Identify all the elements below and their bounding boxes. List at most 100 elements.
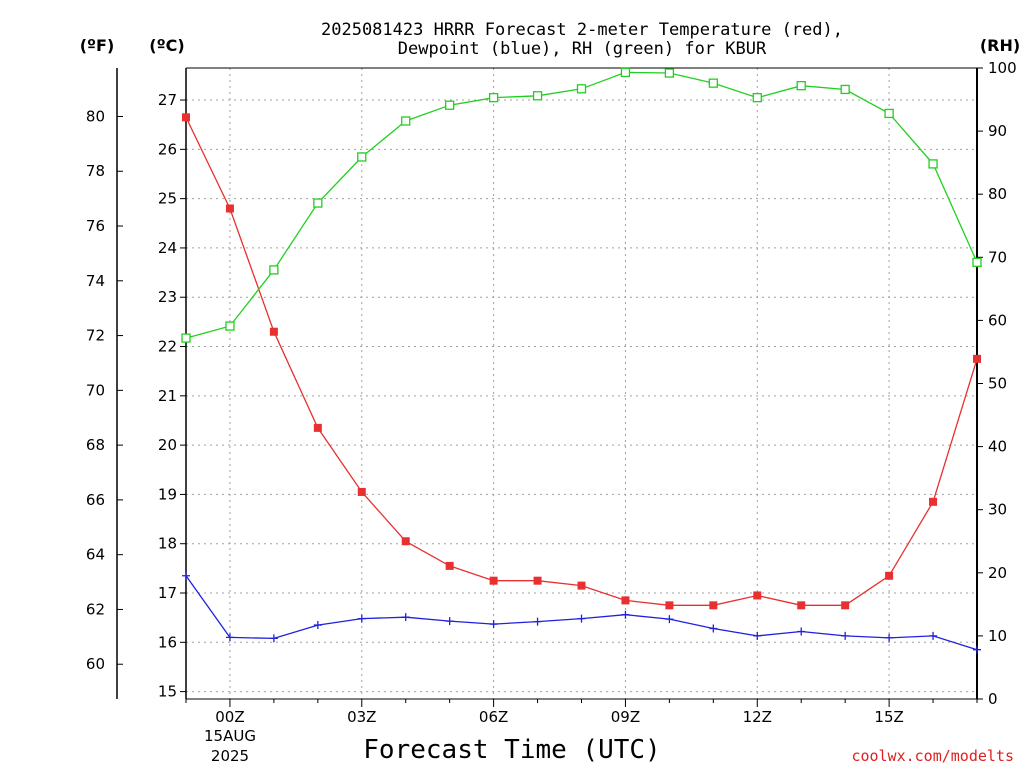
axes: 15 16 17 18 19 20 21 22 23 24 25 26 27 60 62 64 66 68 70 72…: [86, 59, 1017, 726]
x-tick-label: 06Z: [479, 708, 508, 726]
dewpoint-point: [357, 614, 366, 623]
dewpoint-point: [577, 614, 586, 623]
fahrenheit-unit-label: (ºF): [80, 36, 115, 55]
grid-lines: [186, 68, 977, 699]
celsius-tick-label: 23: [158, 288, 177, 306]
dewpoint-point: [401, 613, 410, 622]
rh-point: [928, 159, 938, 169]
temperature-point: [313, 423, 322, 432]
series-markers: [181, 67, 982, 654]
x-date-line-year: 2025: [211, 747, 249, 765]
rh-tick-label: 20: [988, 564, 1007, 582]
rh-point: [357, 152, 367, 162]
fahrenheit-tick-label: 66: [86, 491, 105, 509]
dewpoint-point: [489, 620, 498, 629]
rh-point: [225, 321, 235, 331]
celsius-tick-label: 19: [158, 485, 177, 503]
rh-tick-label: 80: [988, 185, 1007, 203]
temperature-point: [841, 601, 850, 610]
fahrenheit-tick-label: 64: [86, 546, 105, 564]
temperature-point: [621, 596, 630, 605]
dewpoint-point: [841, 631, 850, 640]
temperature-point: [445, 561, 454, 570]
rh-point: [664, 68, 675, 78]
dewpoint-point: [182, 571, 190, 580]
chart-title-line-1: 2025081423 HRRR Forecast 2-meter Tempera…: [321, 20, 843, 40]
dewpoint-point: [753, 631, 762, 640]
temperature-point: [577, 581, 586, 590]
temperature-point: [357, 487, 366, 496]
temperature-point: [665, 601, 674, 610]
dewpoint-point: [225, 633, 234, 642]
x-tick-label: 15Z: [874, 708, 903, 726]
dewpoint-point: [313, 621, 322, 630]
celsius-tick-label: 17: [158, 584, 177, 602]
temperature-point: [973, 354, 981, 363]
rh-tick-label: 30: [988, 501, 1007, 519]
dewpoint-point: [797, 627, 806, 636]
fahrenheit-tick-label: 68: [86, 436, 105, 454]
rh-point: [269, 265, 279, 275]
fahrenheit-tick-label: 72: [86, 327, 105, 345]
temperature-line: [185, 117, 978, 606]
celsius-tick-label: 26: [158, 140, 177, 158]
celsius-tick-label: 25: [158, 190, 177, 208]
rh-tick-label: 40: [988, 438, 1007, 456]
temperature-point: [533, 576, 542, 585]
rh-point: [620, 67, 631, 78]
temperature-point: [929, 497, 938, 506]
rh-point: [576, 84, 587, 94]
rh-point: [488, 93, 499, 103]
dewpoint-point: [269, 634, 278, 643]
celsius-tick-label: 16: [158, 633, 177, 651]
rh-tick-label: 0: [988, 690, 998, 708]
fahrenheit-tick-label: 76: [86, 217, 105, 235]
rh-point: [840, 84, 850, 95]
rh-tick-label: 50: [988, 375, 1007, 393]
rh-line: [185, 71, 978, 339]
x-tick-label: 00Z: [215, 708, 244, 726]
dewpoint-point: [709, 624, 718, 633]
dewpoint-point: [621, 610, 630, 619]
rh-point: [972, 257, 982, 267]
fahrenheit-tick-label: 70: [86, 381, 105, 399]
temperature-point: [709, 601, 718, 610]
dewpoint-point: [533, 617, 542, 626]
temperature-point: [182, 113, 190, 122]
temperature-point: [269, 327, 278, 336]
series-lines: [185, 71, 978, 651]
rh-point: [401, 116, 411, 126]
celsius-tick-label: 15: [158, 683, 177, 701]
celsius-tick-label: 22: [158, 338, 177, 356]
temperature-point: [885, 571, 894, 580]
celsius-tick-label: 24: [158, 239, 177, 257]
rh-point: [884, 108, 894, 119]
rh-tick-label: 100: [988, 59, 1017, 77]
temperature-point: [753, 591, 762, 600]
temperature-point: [225, 204, 234, 213]
rh-tick-label: 60: [988, 311, 1007, 329]
fahrenheit-tick-label: 62: [86, 600, 105, 618]
chart-title-line-2: Dewpoint (blue), RH (green) for KBUR: [398, 39, 767, 59]
fahrenheit-tick-label: 80: [86, 107, 105, 125]
temperature-point: [401, 537, 410, 546]
celsius-tick-label: 18: [158, 535, 177, 553]
dewpoint-point: [929, 631, 938, 640]
fahrenheit-tick-label: 60: [86, 655, 105, 673]
rh-point: [532, 91, 543, 101]
rh-tick-label: 90: [988, 122, 1007, 140]
celsius-unit-label: (ºC): [149, 36, 184, 55]
celsius-tick-label: 21: [158, 387, 177, 405]
celsius-tick-label: 20: [158, 436, 177, 454]
rh-tick-label: 10: [988, 627, 1007, 645]
x-date-line-day: 15AUG: [204, 727, 256, 745]
rh-point: [752, 93, 762, 103]
rh-point: [181, 333, 191, 343]
rh-point: [796, 81, 806, 91]
rh-point: [445, 100, 455, 110]
dewpoint-point: [973, 645, 981, 654]
rh-point: [313, 198, 323, 208]
rh-point: [708, 78, 718, 88]
x-tick-label: 09Z: [611, 708, 640, 726]
